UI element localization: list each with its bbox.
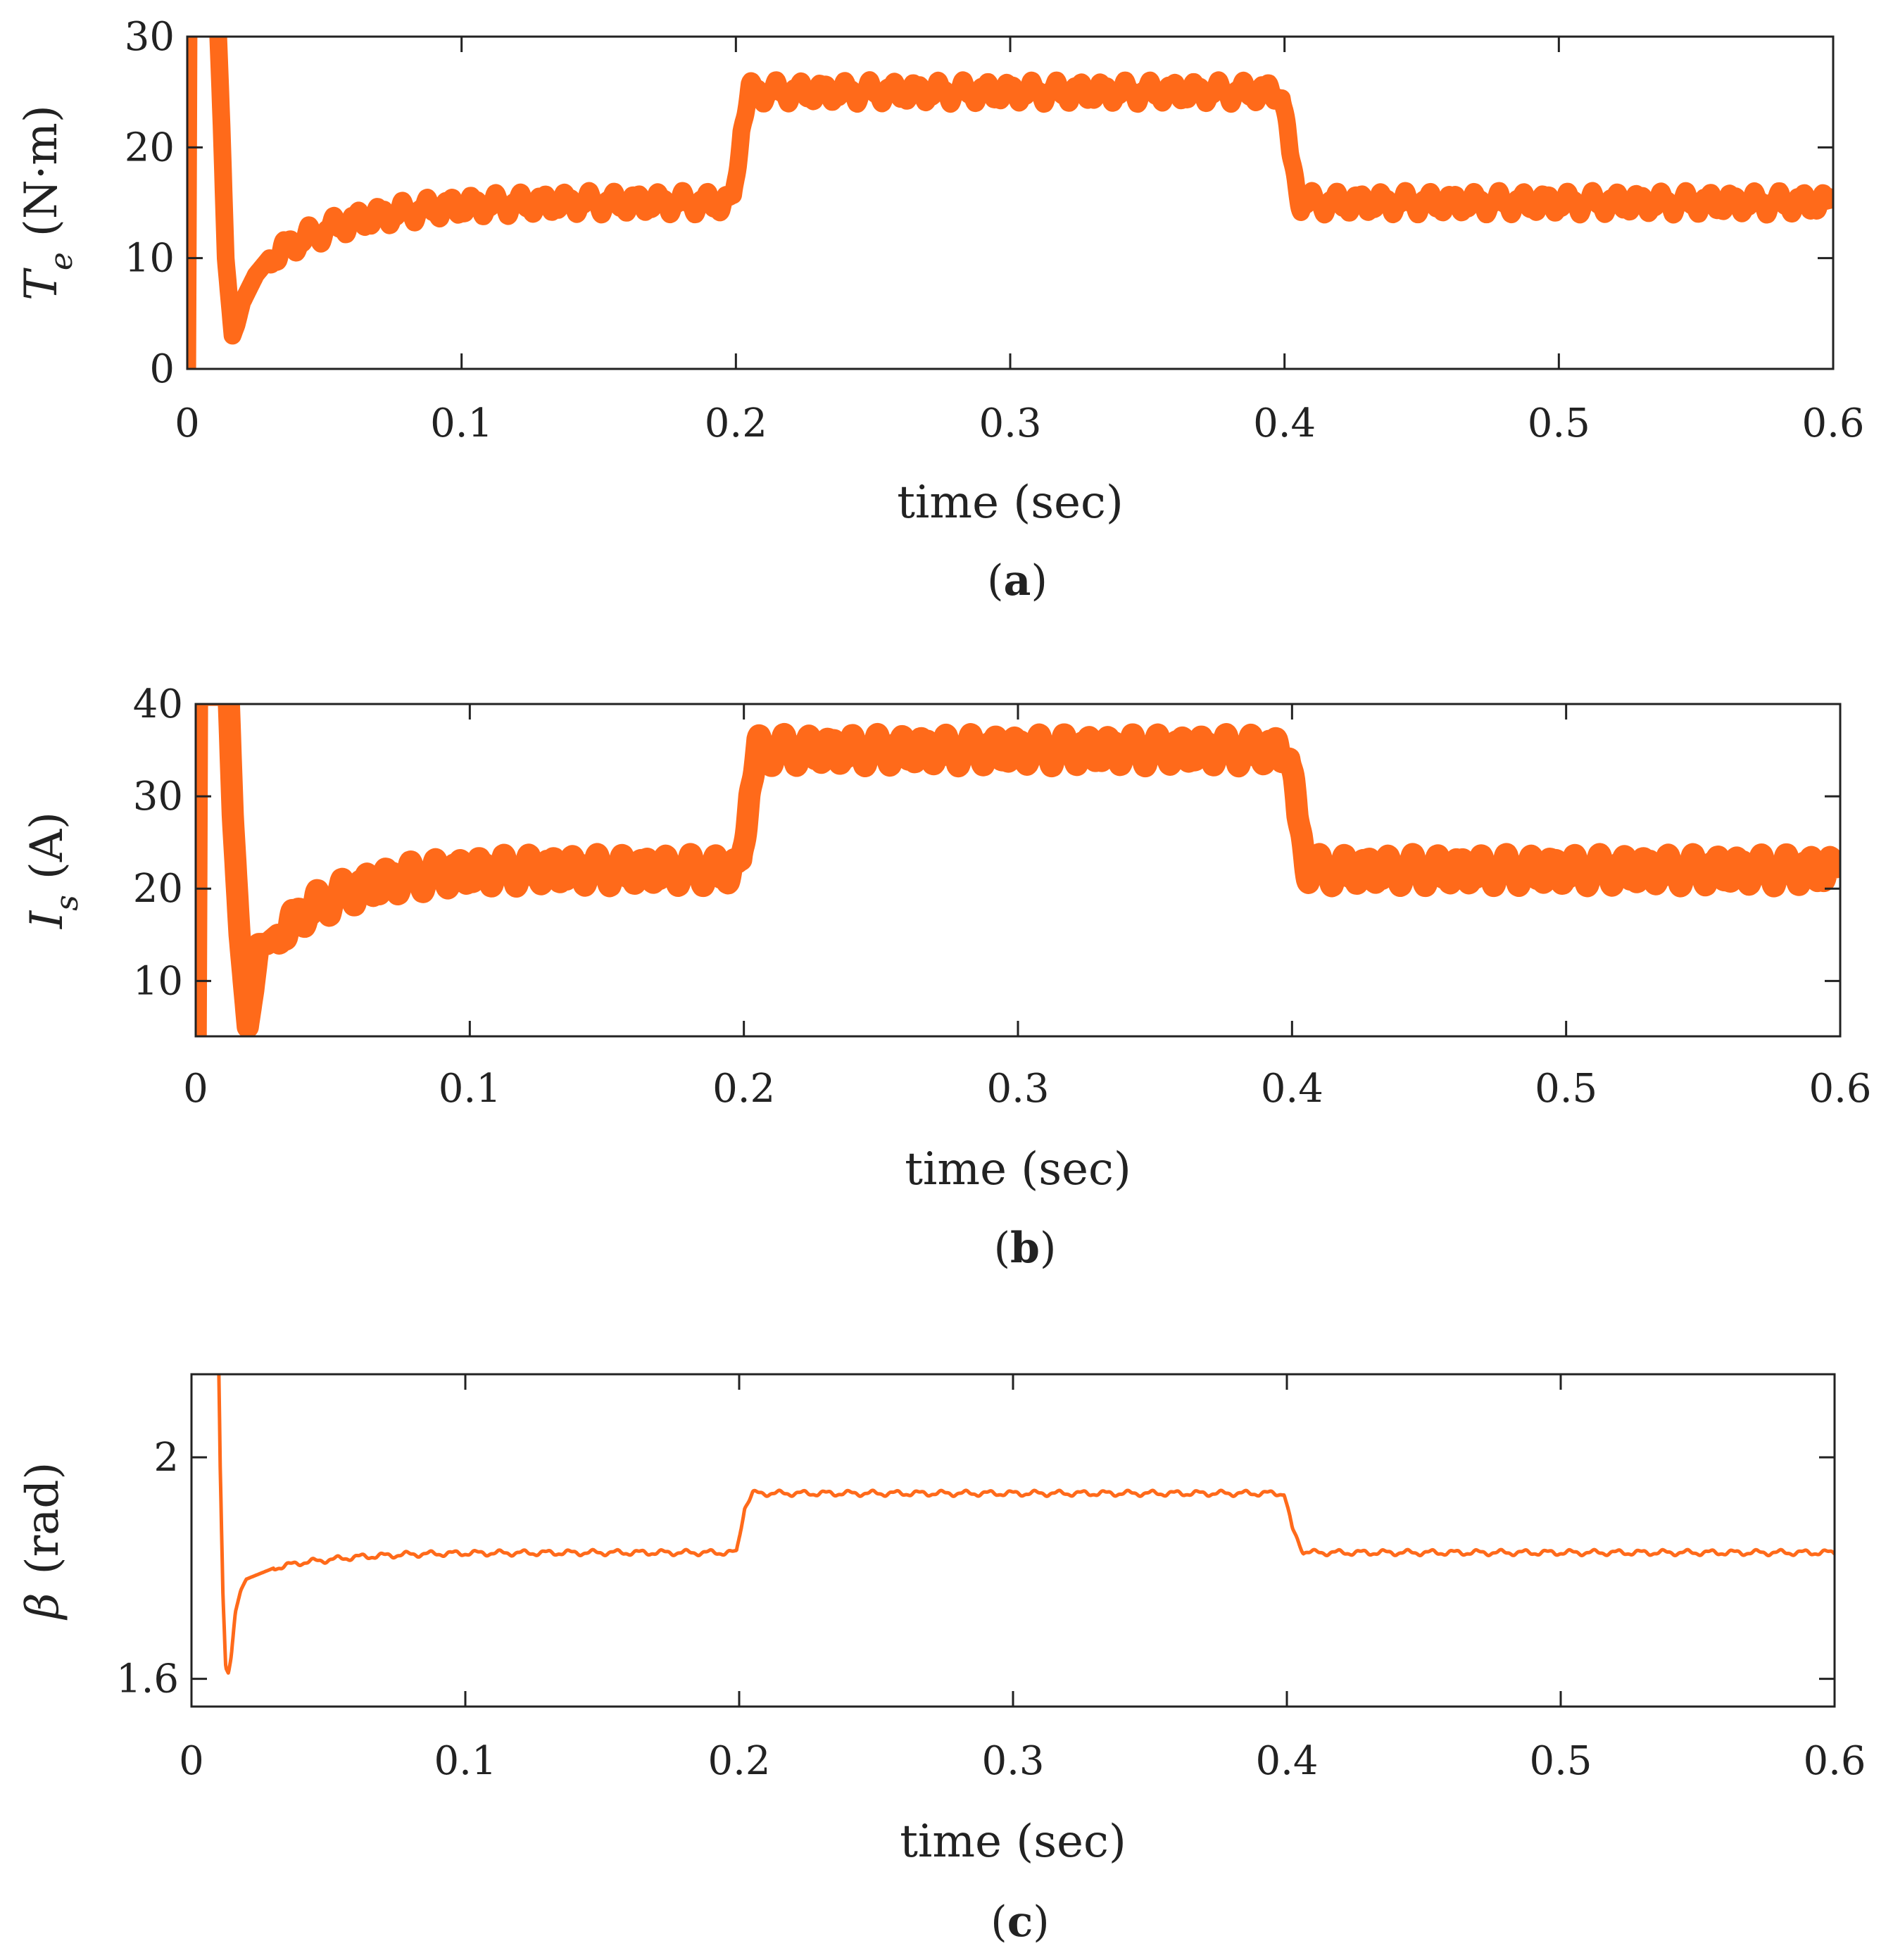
plot-frame (190, 1373, 1836, 1708)
x-tick-label: 0 (183, 1066, 208, 1112)
x-tick-label: 0.5 (1535, 1066, 1597, 1112)
y-axis-unit: (N·m) (15, 105, 68, 237)
y-tick-label: 40 (133, 681, 183, 727)
x-tick-label: 0.3 (979, 401, 1041, 446)
x-tick-label: 0.6 (1801, 401, 1864, 446)
y-tick-label: 30 (133, 774, 183, 819)
x-tick-label: 0.1 (439, 1066, 501, 1112)
x-tick-label: 0.2 (705, 401, 767, 446)
y-axis-title: β (rad) (17, 1462, 69, 1621)
y-axis-unit: (A) (21, 812, 73, 879)
panel-a: 0 0.1 0.2 0.3 0.4 0.5 0.6 0 10 20 30 time (sec) Te (N… (15, 14, 1865, 605)
y-tick-label: 30 (125, 14, 175, 60)
y-tick-label: 2 (153, 1435, 179, 1481)
x-tick-label: 0.2 (707, 1738, 770, 1784)
panel-b: 0 0.1 0.2 0.3 0.4 0.5 0.6 10 20 30 40 time (sec) Is (… (21, 681, 1872, 1273)
y-axis-unit: (rad) (17, 1462, 69, 1575)
x-tick-label: 0.6 (1809, 1066, 1871, 1112)
x-tick-label: 0.1 (430, 401, 493, 446)
x-tick-label: 0.6 (1803, 1738, 1866, 1784)
panel-caption: (a) (987, 556, 1048, 605)
y-axis-symbol: β (17, 1592, 69, 1620)
panel-caption-letter: a (1004, 556, 1031, 605)
x-axis-title: time (sec) (905, 1143, 1131, 1195)
panel-caption-letter: c (1007, 1897, 1033, 1947)
x-tick-label: 0 (175, 401, 200, 446)
x-tick-label: 0.4 (1255, 1738, 1318, 1784)
x-axis-title: time (sec) (900, 1816, 1126, 1868)
y-axis-title: Is (A) (21, 812, 85, 929)
y-tick-label: 10 (133, 958, 183, 1004)
y-axis-subscript: s (49, 895, 85, 911)
y-axis-symbol: T (15, 268, 68, 301)
x-tick-label: 0.2 (712, 1066, 775, 1112)
y-tick-label: 20 (125, 125, 175, 170)
x-tick-label: 0.3 (981, 1738, 1044, 1784)
x-axis-title: time (sec) (897, 477, 1124, 529)
x-tick-label: 0 (179, 1738, 204, 1784)
y-tick-label: 1.6 (116, 1657, 179, 1702)
y-axis-title: Te (N·m) (15, 105, 80, 301)
series-line-Te (187, 37, 1833, 369)
panel-caption: (c) (990, 1897, 1049, 1947)
x-tick-label: 0.1 (434, 1738, 496, 1784)
x-tick-label: 0.5 (1528, 401, 1590, 446)
x-tick-label: 0.3 (986, 1066, 1049, 1112)
y-axis-symbol: I (21, 910, 73, 929)
x-tick-label: 0.4 (1253, 401, 1316, 446)
x-tick-label: 0.4 (1261, 1066, 1323, 1112)
x-tick-label: 0.5 (1529, 1738, 1592, 1784)
y-tick-label: 20 (133, 866, 183, 912)
series-line-Is (196, 704, 1840, 1036)
panel-c: 0 0.1 0.2 0.3 0.4 0.5 0.6 1.6 2 time (sec) β (rad) (… (17, 1373, 1866, 1947)
panel-caption: (b) (994, 1224, 1057, 1273)
y-axis-subscript: e (44, 252, 80, 270)
y-tick-label: 0 (149, 346, 175, 392)
series-line-beta (217, 1374, 1835, 1675)
y-tick-label: 10 (125, 236, 175, 282)
panel-caption-letter: b (1010, 1224, 1040, 1273)
